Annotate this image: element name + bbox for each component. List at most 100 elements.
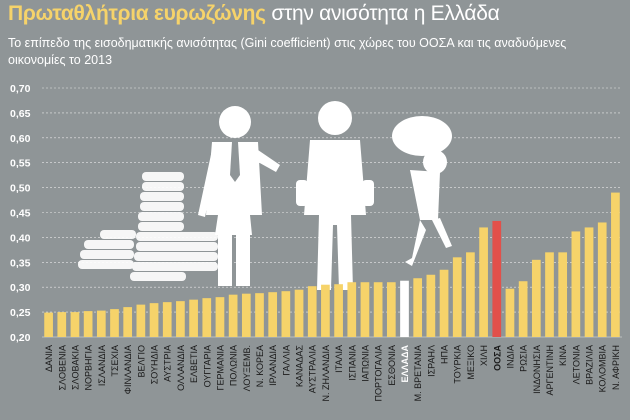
bar-17	[268, 292, 278, 337]
x-label-33: ΧΙΛΗ	[479, 345, 489, 366]
x-label-10: ΟΛΛΑΝΔΙΑ	[176, 345, 186, 391]
y-tick-label: 0,40	[10, 232, 31, 244]
x-label-43: Ν. ΑΦΡΙΚΗ	[611, 345, 621, 390]
x-label-13: ΓΕΡΜΑΝΙΑ	[215, 345, 225, 390]
x-label-0: ΔΑΝΙΑ	[44, 345, 54, 372]
x-axis-labels: ΔΑΝΙΑ ΣΛΟΒΕΝΙΑ ΣΛΟΒΑΚΙΑ ΝΟΡΒΗΓΙΑ ΙΣΛΑΝΔΙΑ ΤΣΕ…	[44, 345, 621, 402]
bar-14	[228, 294, 238, 337]
bar-40	[571, 231, 581, 337]
x-label-20: ΑΥΣΤΡΑΛΙΑ	[308, 345, 318, 393]
bar-21	[321, 284, 330, 337]
x-label-19: ΚΑΝΑΔΑΣ	[295, 345, 305, 388]
bar-31	[452, 257, 462, 337]
x-label-25: ΠΟΡΤΟΓΑΛΙΑ	[374, 345, 384, 402]
x-label-29: ΙΣΡΑΗΛ	[426, 345, 436, 377]
bar-38	[545, 252, 554, 337]
x-label-39: ΚΙΝΑ	[558, 345, 568, 366]
x-label-11: ΕΛΒΕΤΙΑ	[189, 345, 199, 383]
y-tick-label: 0,20	[10, 332, 31, 344]
illustration-layer	[78, 101, 452, 290]
bar-19	[294, 289, 304, 337]
chart-title: Πρωταθλήτρια ευρωζώνης στην ανισότητα η …	[8, 2, 500, 26]
bar-24	[360, 282, 370, 337]
coin-stacks-illustration	[78, 172, 218, 281]
bar-39	[558, 252, 568, 337]
bar-15	[241, 293, 251, 337]
x-label-26: ΕΣΘΟΝΙΑ	[387, 345, 397, 386]
bar-33	[479, 227, 488, 337]
bar-35	[505, 288, 515, 337]
x-label-4: ΙΣΛΑΝΔΙΑ	[97, 345, 107, 386]
title-part-2: στην ανισότητα η Ελλάδα	[271, 2, 500, 25]
y-tick-label: 0,35	[10, 257, 31, 269]
x-label-22: ΙΤΑΛΙΑ	[334, 345, 344, 373]
bar-27	[400, 280, 409, 337]
title-part-1: Πρωταθλήτρια ευρωζώνης	[8, 2, 266, 25]
x-label-17: ΙΡΛΑΝΔΙΑ	[268, 345, 278, 386]
bar-29	[426, 274, 436, 337]
bar-6	[123, 307, 133, 337]
x-label-24: ΙΑΠΩΝΙΑ	[360, 345, 370, 382]
bar-13	[215, 297, 225, 337]
y-axis-ticks: 0,20 0,25 0,30 0,35 0,40 0,45 0,50 0,55 0,60 0,65…	[10, 83, 31, 344]
x-label-27: ΕΛΛΑΔΑ	[400, 345, 410, 383]
y-tick-label: 0,25	[10, 307, 31, 319]
y-tick-label: 0,55	[10, 158, 31, 170]
x-label-40: ΛΕΤΟΝΙΑ	[571, 345, 581, 384]
x-label-6: ΦΙΝΛΑΝΔΙΑ	[123, 345, 133, 394]
x-label-32: ΜΕΞΙΚΟ	[466, 345, 476, 380]
x-label-30: ΗΠΑ	[440, 345, 450, 364]
bar-41	[584, 227, 594, 337]
x-label-36: ΡΩΣΙΑ	[519, 345, 529, 372]
x-label-34: ΟΟΣΑ	[492, 345, 502, 371]
bar-2	[70, 312, 80, 337]
bar-43	[611, 192, 620, 337]
x-label-7: ΒΕΛΓΙΟ	[136, 345, 146, 377]
x-label-8: ΣΟΥΗΔΙΑ	[150, 345, 160, 384]
bar-3	[83, 311, 93, 337]
bar-30	[439, 269, 449, 337]
x-label-18: ΓΑΛΛΙΑ	[281, 345, 291, 376]
bar-16	[255, 293, 264, 337]
x-label-1: ΣΛΟΒΕΝΙΑ	[57, 345, 67, 390]
x-label-35: ΙΝΔΙΑ	[505, 345, 515, 369]
y-tick-label: 0,45	[10, 208, 31, 220]
x-label-37: ΙΝΔΟΝΗΣΙΑ	[532, 345, 542, 394]
worker-with-sack-illustration	[392, 116, 452, 266]
bar-1	[57, 312, 67, 337]
y-tick-label: 0,60	[10, 133, 31, 145]
bar-25	[373, 282, 383, 337]
bar-12	[202, 298, 212, 337]
x-label-12: ΟΥΓΓΑΡΙΑ	[202, 345, 212, 387]
bar-18	[281, 291, 291, 337]
bar-37	[531, 259, 541, 337]
x-label-9: ΑΥΣΤΡΙΑ	[163, 345, 173, 382]
y-tick-label: 0,65	[10, 108, 31, 120]
bar-11	[189, 299, 198, 337]
x-label-42: ΚΟΛΟΜΒΙΑ	[598, 345, 608, 392]
y-tick-label: 0,30	[10, 282, 31, 294]
bar-23	[347, 282, 357, 337]
x-label-5: ΤΣΕΧΙΑ	[110, 345, 120, 377]
bar-8	[149, 303, 159, 337]
x-label-28: Μ. ΒΡΕΤΑΝΙΑ	[413, 345, 423, 401]
bar-32	[466, 252, 475, 337]
bar-26	[386, 282, 396, 337]
x-label-15: ΛΟΥΞΕΜΒ.	[242, 345, 252, 391]
bar-10	[176, 301, 185, 337]
bar-22	[334, 284, 343, 337]
x-label-2: ΣΛΟΒΑΚΙΑ	[70, 345, 80, 390]
x-label-14: ΠΟΛΩΝΙΑ	[229, 345, 239, 386]
y-tick-label: 0,50	[10, 183, 31, 195]
x-label-31: ΤΟΥΡΚΙΑ	[453, 345, 463, 384]
y-tick-label: 0,70	[10, 83, 31, 95]
chart-subtitle: Το επίπεδο της εισοδηματικής ανισότητας …	[8, 36, 567, 67]
bar-20	[307, 286, 317, 337]
poor-man-illustration	[296, 101, 374, 290]
bar-34	[492, 220, 502, 337]
bar-0	[44, 312, 53, 337]
x-label-21: Ν. ΖΗΛΑΝΔΙΑ	[321, 345, 331, 402]
bars	[44, 192, 620, 337]
bar-4	[96, 310, 106, 337]
